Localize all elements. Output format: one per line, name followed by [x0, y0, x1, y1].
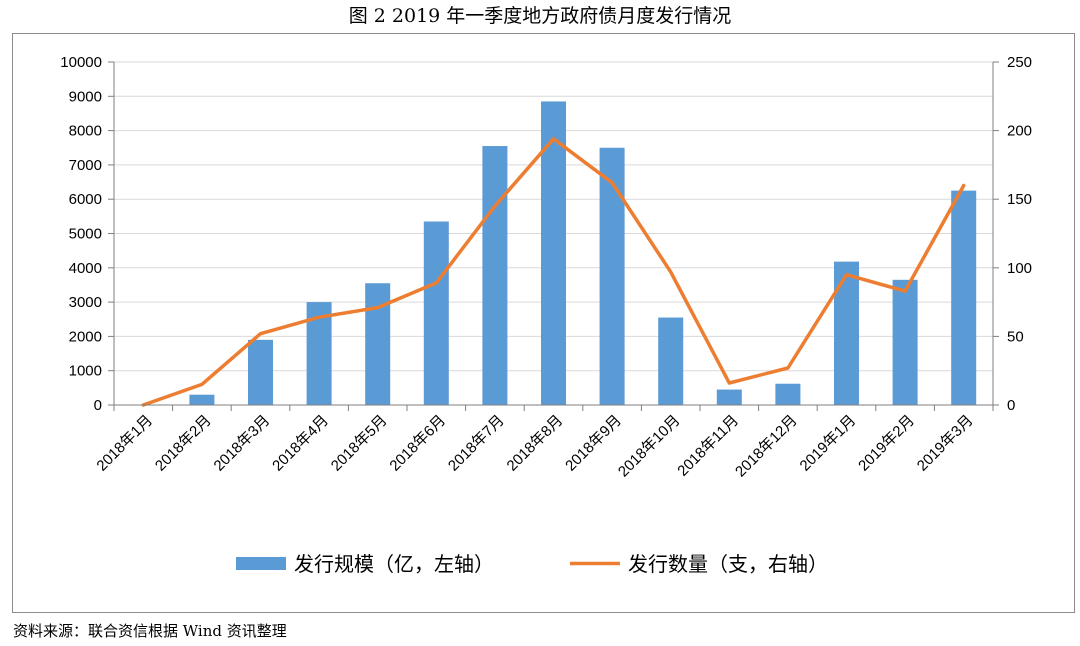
x-axis-labels: 2018年1月2018年2月2018年3月2018年4月2018年5月2018年… — [93, 412, 976, 481]
x-tick-label: 2018年8月 — [504, 412, 567, 475]
chart-title: 图 2 2019 年一季度地方政府债月度发行情况 — [348, 5, 732, 27]
left-tick-label: 8000 — [69, 123, 102, 140]
x-tick-label: 2018年5月 — [328, 412, 391, 475]
bar — [658, 317, 684, 405]
x-tick-label: 2018年2月 — [152, 412, 215, 475]
bar — [248, 339, 273, 405]
bar — [599, 147, 625, 405]
right-tick-label: 150 — [1007, 191, 1032, 208]
left-tick-label: 1000 — [69, 363, 102, 380]
legend: 发行规模（亿，左轴） 发行数量（支，右轴） — [236, 552, 828, 576]
left-tick-label: 2000 — [69, 328, 102, 345]
bar — [423, 221, 449, 405]
line-series — [141, 137, 966, 407]
bar — [482, 146, 508, 405]
axes — [108, 61, 999, 411]
left-tick-label: 4000 — [69, 260, 102, 277]
left-tick-label: 0 — [94, 397, 102, 414]
bar — [775, 383, 801, 405]
x-tick-label: 2018年4月 — [269, 412, 332, 475]
legend-swatch-bar — [236, 557, 286, 570]
bar-series — [189, 101, 977, 405]
source-note: 资料来源：联合资信根据 Wind 资讯整理 — [13, 622, 287, 640]
legend-label-line: 发行数量（支，右轴） — [628, 552, 828, 576]
bar — [541, 101, 566, 405]
chart-frame — [12, 33, 1075, 613]
left-tick-label: 9000 — [69, 88, 102, 105]
left-tick-label: 10000 — [60, 54, 102, 71]
x-tick-label: 2019年2月 — [855, 412, 918, 475]
x-tick-label: 2019年3月 — [914, 412, 977, 475]
right-tick-label: 100 — [1007, 260, 1032, 277]
x-tick-label: 2018年10月 — [615, 412, 684, 481]
right-tick-label: 0 — [1007, 397, 1015, 414]
series-line — [141, 137, 966, 407]
left-tick-label: 5000 — [69, 226, 102, 243]
x-tick-label: 2018年12月 — [732, 412, 801, 481]
bar — [834, 261, 859, 405]
x-tick-label: 2018年1月 — [93, 412, 156, 475]
bar — [892, 279, 918, 405]
x-tick-label: 2018年7月 — [445, 412, 508, 475]
left-axis-labels: 0 1000 2000 3000 4000 5000 6000 7000 8000 9000 100… — [60, 54, 102, 414]
x-tick-label: 2018年3月 — [211, 412, 274, 475]
left-tick-label: 7000 — [69, 157, 102, 174]
bar — [189, 394, 215, 405]
right-tick-label: 50 — [1007, 328, 1024, 345]
left-tick-label: 6000 — [69, 191, 102, 208]
bar — [951, 190, 977, 405]
x-tick-label: 2019年1月 — [797, 412, 860, 475]
bar — [365, 283, 391, 405]
right-tick-label: 250 — [1007, 54, 1032, 71]
left-tick-label: 3000 — [69, 294, 102, 311]
x-tick-label: 2018年9月 — [562, 412, 625, 475]
legend-label-bar: 发行规模（亿，左轴） — [294, 552, 494, 576]
right-axis-labels: 0 50 100 150 200 250 — [1007, 54, 1032, 414]
bar — [716, 389, 742, 405]
x-tick-label: 2018年6月 — [386, 412, 449, 475]
right-tick-label: 200 — [1007, 123, 1032, 140]
